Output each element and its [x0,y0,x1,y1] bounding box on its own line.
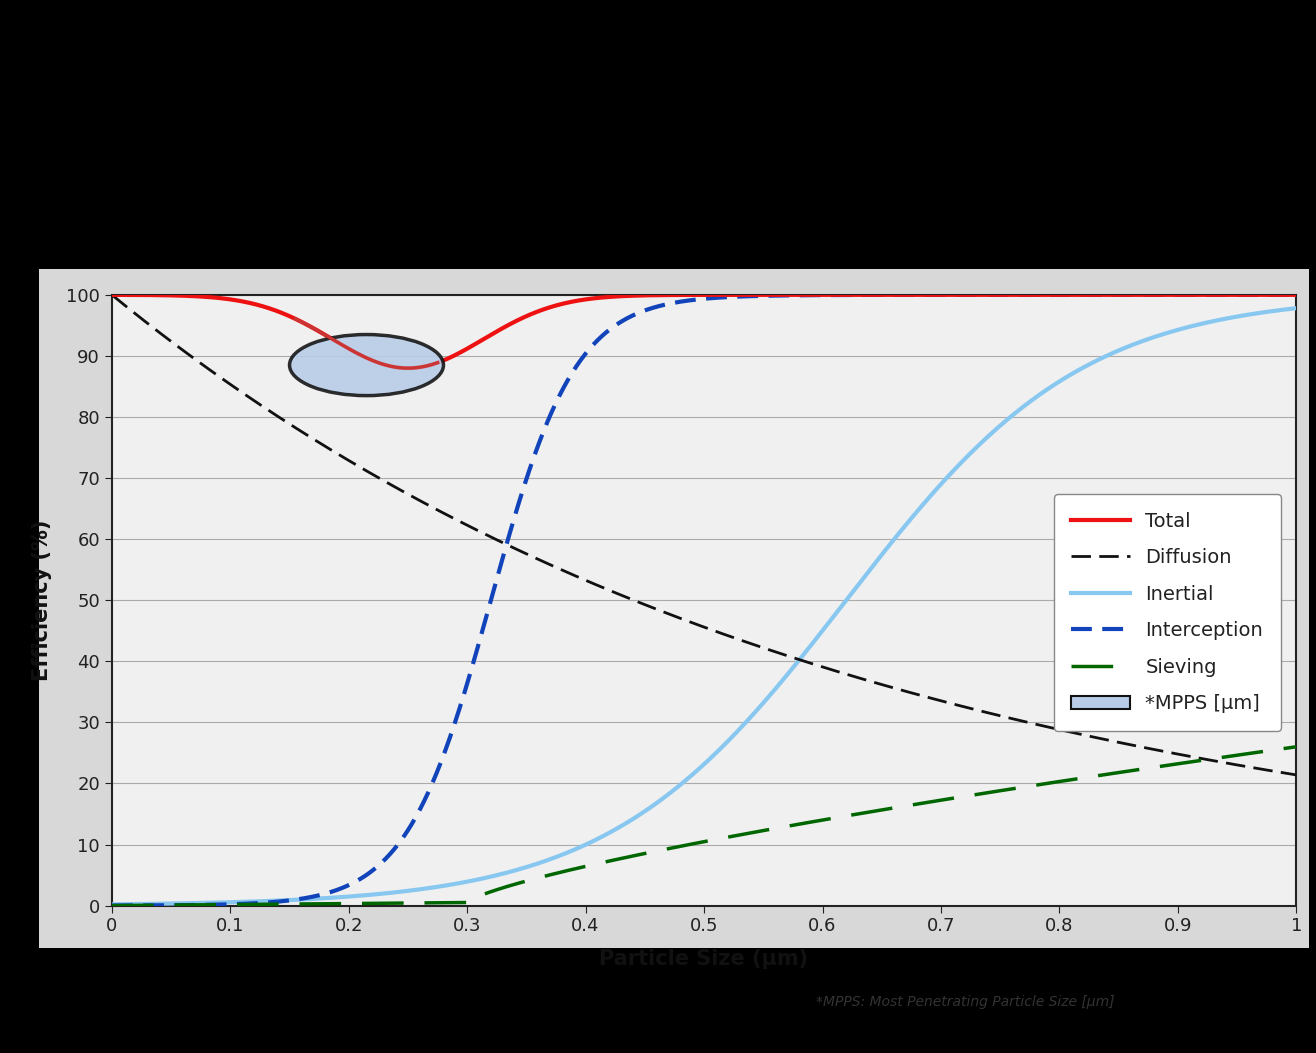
Ellipse shape [290,335,443,396]
X-axis label: Particle Size (μm): Particle Size (μm) [600,949,808,969]
Y-axis label: Efficiency (%): Efficiency (%) [33,519,53,681]
Text: *MPPS: Most Penetrating Particle Size [μm]: *MPPS: Most Penetrating Particle Size [μ… [816,995,1115,1009]
Legend: Total, Diffusion, Inertial, Interception, Sieving, *MPPS [μm]: Total, Diffusion, Inertial, Interception… [1054,494,1280,731]
